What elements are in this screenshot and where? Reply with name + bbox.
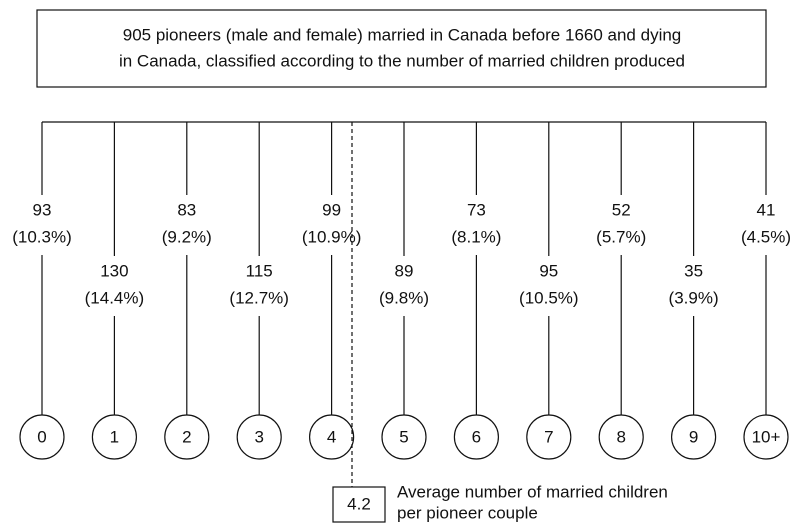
node-circle	[743, 414, 789, 460]
count-label: 83	[177, 200, 196, 219]
percent-label: (4.5%)	[741, 227, 791, 246]
average-box	[332, 486, 386, 523]
node-label: 10+	[752, 427, 781, 446]
average-value: 4.2	[347, 494, 371, 513]
percent-label: (9.2%)	[162, 227, 212, 246]
count-label: 52	[612, 200, 631, 219]
count-label: 99	[322, 200, 341, 219]
percent-label: (9.8%)	[379, 288, 429, 307]
average-caption: Average number of married children	[397, 482, 668, 501]
count-label: 95	[539, 261, 558, 280]
node-circle	[19, 414, 65, 460]
node-label: 7	[544, 427, 553, 446]
count-label: 130	[100, 261, 128, 280]
count-label: 115	[246, 261, 273, 280]
average-caption: per pioneer couple	[397, 503, 538, 522]
node-label: 6	[472, 427, 481, 446]
count-label: 35	[684, 261, 703, 280]
percent-label: (8.1%)	[451, 227, 501, 246]
node-label: 1	[110, 427, 119, 446]
percent-label: (5.7%)	[596, 227, 646, 246]
node-circle	[670, 414, 717, 460]
percent-label: (10.5%)	[519, 288, 579, 307]
count-label: 89	[395, 261, 414, 280]
node-circle	[164, 414, 210, 460]
node-label: 0	[37, 427, 46, 446]
percent-label: (10.9%)	[302, 227, 362, 246]
node-circle	[236, 414, 282, 460]
node-circle	[598, 414, 644, 460]
count-label: 93	[33, 200, 52, 219]
node-circle	[526, 414, 572, 460]
node-label: 4	[327, 427, 336, 446]
header-line: 905 pioneers (male and female) married i…	[123, 25, 682, 44]
node-label: 3	[254, 427, 263, 446]
percent-label: (14.4%)	[85, 288, 145, 307]
node-label: 9	[689, 427, 698, 446]
node-label: 2	[182, 427, 191, 446]
percent-label: (12.7%)	[229, 288, 289, 307]
percent-label: (10.3%)	[12, 227, 72, 246]
node-label: 5	[399, 427, 408, 446]
header-box	[36, 9, 767, 88]
count-label: 73	[467, 200, 486, 219]
header-line: in Canada, classified according to the n…	[119, 51, 685, 70]
percent-label: (3.9%)	[669, 288, 719, 307]
node-circle	[309, 414, 355, 460]
node-label: 8	[616, 427, 625, 446]
node-circle	[91, 414, 138, 460]
node-circle	[381, 414, 427, 460]
count-label: 41	[757, 200, 776, 219]
node-circle	[453, 414, 499, 460]
